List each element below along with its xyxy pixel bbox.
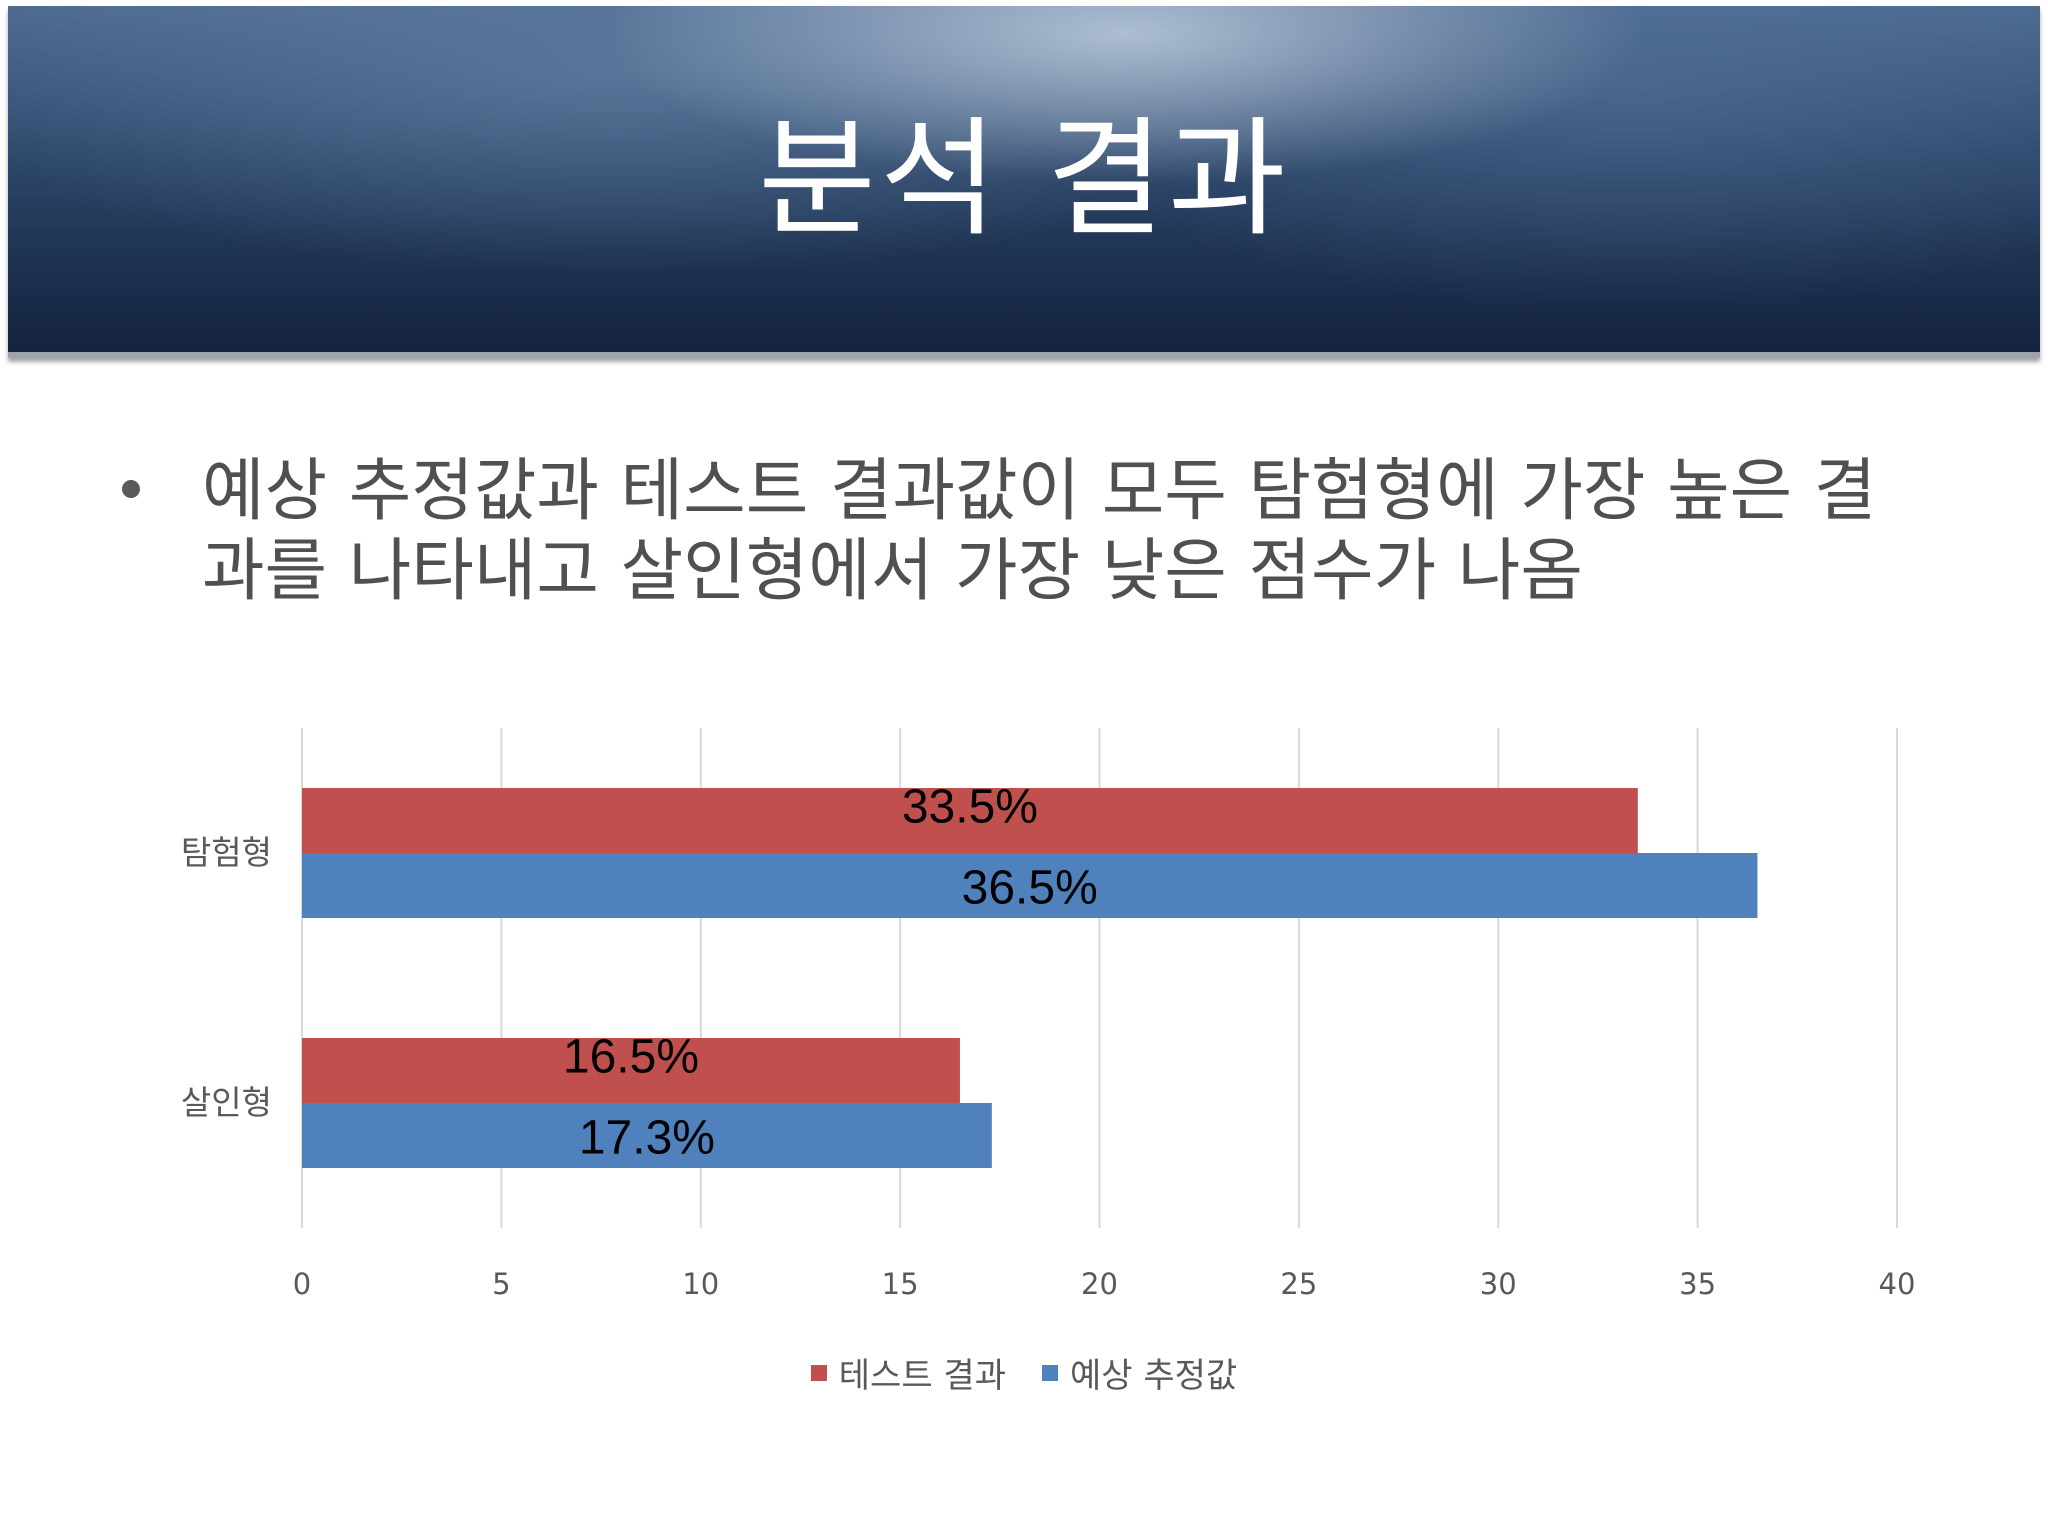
bar bbox=[302, 1103, 992, 1168]
slide-title: 분석 결과 bbox=[758, 105, 1290, 254]
chart-legend: 테스트 결과 예상 추정값 bbox=[0, 1348, 2048, 1397]
legend-label: 테스트 결과 bbox=[838, 1356, 1006, 1396]
legend-label: 예상 추정값 bbox=[1070, 1356, 1238, 1396]
x-tick-label: 30 bbox=[1480, 1267, 1517, 1301]
x-tick-label: 20 bbox=[1081, 1267, 1118, 1301]
x-tick-label: 25 bbox=[1280, 1267, 1317, 1301]
bar bbox=[302, 788, 1638, 853]
legend-item: 예상 추정값 bbox=[1042, 1348, 1237, 1397]
legend-swatch bbox=[810, 1364, 827, 1381]
category-label: 탐험형 bbox=[181, 833, 272, 872]
x-tick-label: 5 bbox=[492, 1267, 510, 1301]
category-label: 살인형 bbox=[181, 1083, 272, 1122]
legend-item: 테스트 결과 bbox=[810, 1348, 1006, 1397]
legend-swatch bbox=[1042, 1364, 1058, 1381]
x-tick-label: 35 bbox=[1679, 1267, 1716, 1301]
data-label: 36.5% bbox=[962, 862, 1098, 915]
bar bbox=[302, 1038, 960, 1103]
title-banner bbox=[8, 6, 2040, 358]
x-tick-label: 15 bbox=[882, 1267, 919, 1301]
data-label: 33.5% bbox=[902, 781, 1038, 834]
x-tick-label: 40 bbox=[1879, 1267, 1916, 1301]
bullet-text: 예상 추정값과 테스트 결과값이 모두 탐험형에 가장 높은 결과를 나타내고 … bbox=[202, 452, 1877, 611]
x-tick-label: 0 bbox=[293, 1267, 311, 1301]
x-tick-label: 10 bbox=[682, 1267, 719, 1301]
data-label: 17.3% bbox=[579, 1112, 715, 1165]
bar bbox=[302, 853, 1758, 918]
data-label: 16.5% bbox=[563, 1031, 699, 1084]
bullet-marker bbox=[122, 480, 140, 498]
